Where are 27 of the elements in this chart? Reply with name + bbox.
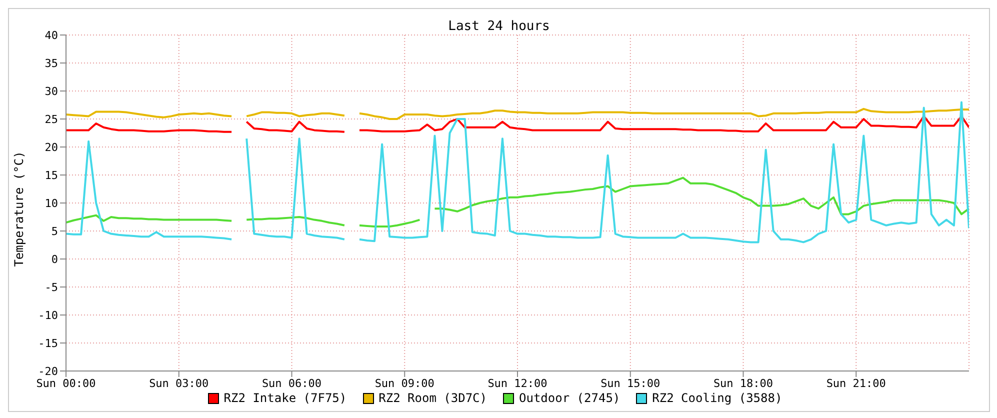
x-tick-label: Sun 15:00 [600,376,660,390]
y-axis-title: Temperature (°C) [12,151,26,267]
y-tick-label: 30 [44,84,58,98]
y-tick-label: -5 [44,280,58,294]
y-tick-label: 5 [51,224,58,238]
y-tick-label: 10 [44,196,58,210]
y-tick-label: 40 [44,28,58,42]
legend-label: RZ2 Room (3D7C) [378,391,487,405]
chart-title: Last 24 hours [448,19,550,34]
y-tick-label: 20 [44,140,58,154]
x-tick-label: Sun 18:00 [713,376,774,390]
legend-label: RZ2 Intake (7F75) [224,391,347,405]
y-tick-label: -20 [38,364,58,378]
legend-label: Outdoor (2745) [519,391,620,405]
y-tick-label: 25 [44,112,58,126]
y-tick-label: -10 [38,308,58,322]
x-tick-label: Sun 21:00 [826,376,886,390]
x-tick-label: Sun 09:00 [374,376,434,390]
x-tick-label: Sun 12:00 [488,376,548,390]
x-tick-label: Sun 03:00 [149,376,209,390]
y-tick-label: 15 [44,168,58,182]
y-tick-label: 35 [44,56,58,70]
y-tick-label: -15 [38,336,58,350]
y-tick-label: 0 [51,252,58,266]
x-tick-label: Sun 00:00 [36,376,96,390]
legend-label: RZ2 Cooling (3588) [652,391,782,405]
x-tick-label: Sun 06:00 [262,376,322,390]
